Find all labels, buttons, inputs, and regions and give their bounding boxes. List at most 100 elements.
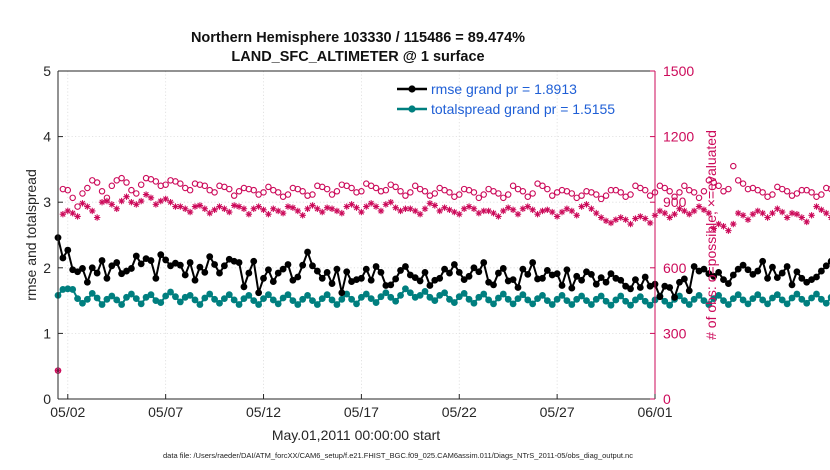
totalspread-point [798, 295, 806, 303]
rmse-point [519, 265, 527, 273]
totalspread-point [700, 297, 708, 304]
totalspread-point [318, 295, 326, 303]
obs-possible-point [548, 192, 556, 199]
totalspread-point [514, 295, 522, 303]
rmse-point [93, 269, 101, 277]
totalspread-point [734, 291, 742, 299]
totalspread-point [490, 300, 497, 308]
totalspread-point [607, 301, 615, 309]
totalspread-point [362, 290, 370, 298]
rmse-point [754, 267, 762, 275]
totalspread-point [260, 295, 267, 303]
rmse-point [524, 270, 532, 278]
totalspread-point [813, 290, 820, 298]
obs-evaluated-point [319, 208, 326, 216]
rmse-point [338, 289, 346, 297]
obs-possible-point [186, 186, 194, 194]
rmse-point [318, 274, 326, 282]
totalspread-point [822, 299, 830, 307]
rmse-point [475, 268, 483, 276]
obs-possible-point [509, 182, 517, 190]
totalspread-point [406, 289, 414, 297]
totalspread-point [788, 294, 796, 302]
rmse-point [79, 265, 86, 272]
rmse-point [778, 269, 786, 277]
rmse-series [54, 234, 830, 301]
obs-evaluated-point [779, 208, 786, 216]
obs-possible-point [715, 182, 722, 190]
obs-possible-point [827, 186, 830, 193]
footnote: data file: /Users/raeder/DAI/ATM_forcXX/… [163, 451, 633, 460]
obs-evaluated-point [676, 205, 683, 212]
rmse-point [309, 262, 316, 270]
totalspread-point [690, 295, 698, 303]
obs-possible-point [700, 188, 708, 195]
rmse-point [764, 274, 771, 282]
totalspread-point [632, 296, 639, 304]
obs-evaluated-point [602, 217, 610, 224]
obs-evaluated-point [182, 205, 189, 212]
obs-evaluated-point [720, 223, 727, 230]
totalspread-point [211, 295, 218, 303]
obs-possible-point [504, 191, 512, 198]
totalspread-point [289, 297, 297, 304]
totalspread-point [524, 296, 532, 304]
totalspread-point [754, 291, 762, 299]
obs-evaluated-point [270, 205, 277, 212]
rmse-point [558, 282, 566, 289]
obs-possible-point [84, 184, 91, 192]
rmse-point [206, 253, 214, 261]
totalspread-point [661, 297, 669, 305]
totalspread-point [309, 297, 316, 304]
rmse-point [284, 261, 292, 268]
rmse-point [480, 259, 488, 266]
obs-evaluated-point [759, 209, 766, 217]
totalspread-point [803, 299, 811, 307]
obs-possible-point [495, 190, 502, 197]
totalspread-point [695, 291, 703, 299]
rmse-point [162, 256, 170, 264]
totalspread-point [284, 291, 292, 299]
totalspread-point [93, 294, 101, 302]
obs-evaluated-point [818, 206, 825, 214]
rmse-point [587, 270, 595, 278]
obs-possible-point [524, 193, 532, 200]
obs-possible-point [519, 188, 527, 195]
obs-evaluated-point [783, 214, 791, 221]
rmse-point [563, 266, 571, 274]
rmse-point [269, 278, 277, 285]
rmse-point [680, 275, 688, 283]
legend-spread-label: totalspread grand pr = 1.5155 [431, 101, 615, 117]
rmse-point [514, 284, 522, 291]
totalspread-point [720, 297, 727, 304]
obs-evaluated-point [681, 207, 688, 215]
obs-evaluated-point [661, 209, 668, 217]
obs-evaluated-point [172, 203, 179, 210]
obs-possible-point [690, 189, 698, 196]
obs-evaluated-point [593, 209, 600, 217]
totalspread-point [509, 300, 517, 308]
obs-possible-point [617, 189, 624, 196]
obs-evaluated-point [186, 208, 194, 216]
obs-evaluated-point [294, 207, 301, 215]
x-tick-label: 05/12 [246, 404, 281, 420]
rmse-point [128, 265, 135, 272]
totalspread-point [817, 295, 825, 303]
totalspread-point [128, 290, 135, 298]
obs-evaluated-point [656, 207, 664, 215]
rmse-point [201, 268, 209, 276]
legend: rmse grand pr = 1.8913 totalspread grand… [397, 81, 615, 117]
rmse-point [685, 287, 693, 295]
obs-evaluated-point [84, 203, 91, 210]
rmse-point [235, 259, 243, 266]
obs-evaluated-point [367, 200, 375, 207]
obs-possible-point [783, 188, 791, 195]
totalspread-point [568, 301, 576, 308]
rmse-point [450, 261, 458, 268]
obs-possible-point [69, 194, 76, 202]
obs-evaluated-point [597, 214, 605, 221]
obs-possible-point [152, 178, 160, 185]
obs-evaluated-point [402, 205, 409, 212]
obs-possible-point [627, 191, 634, 198]
